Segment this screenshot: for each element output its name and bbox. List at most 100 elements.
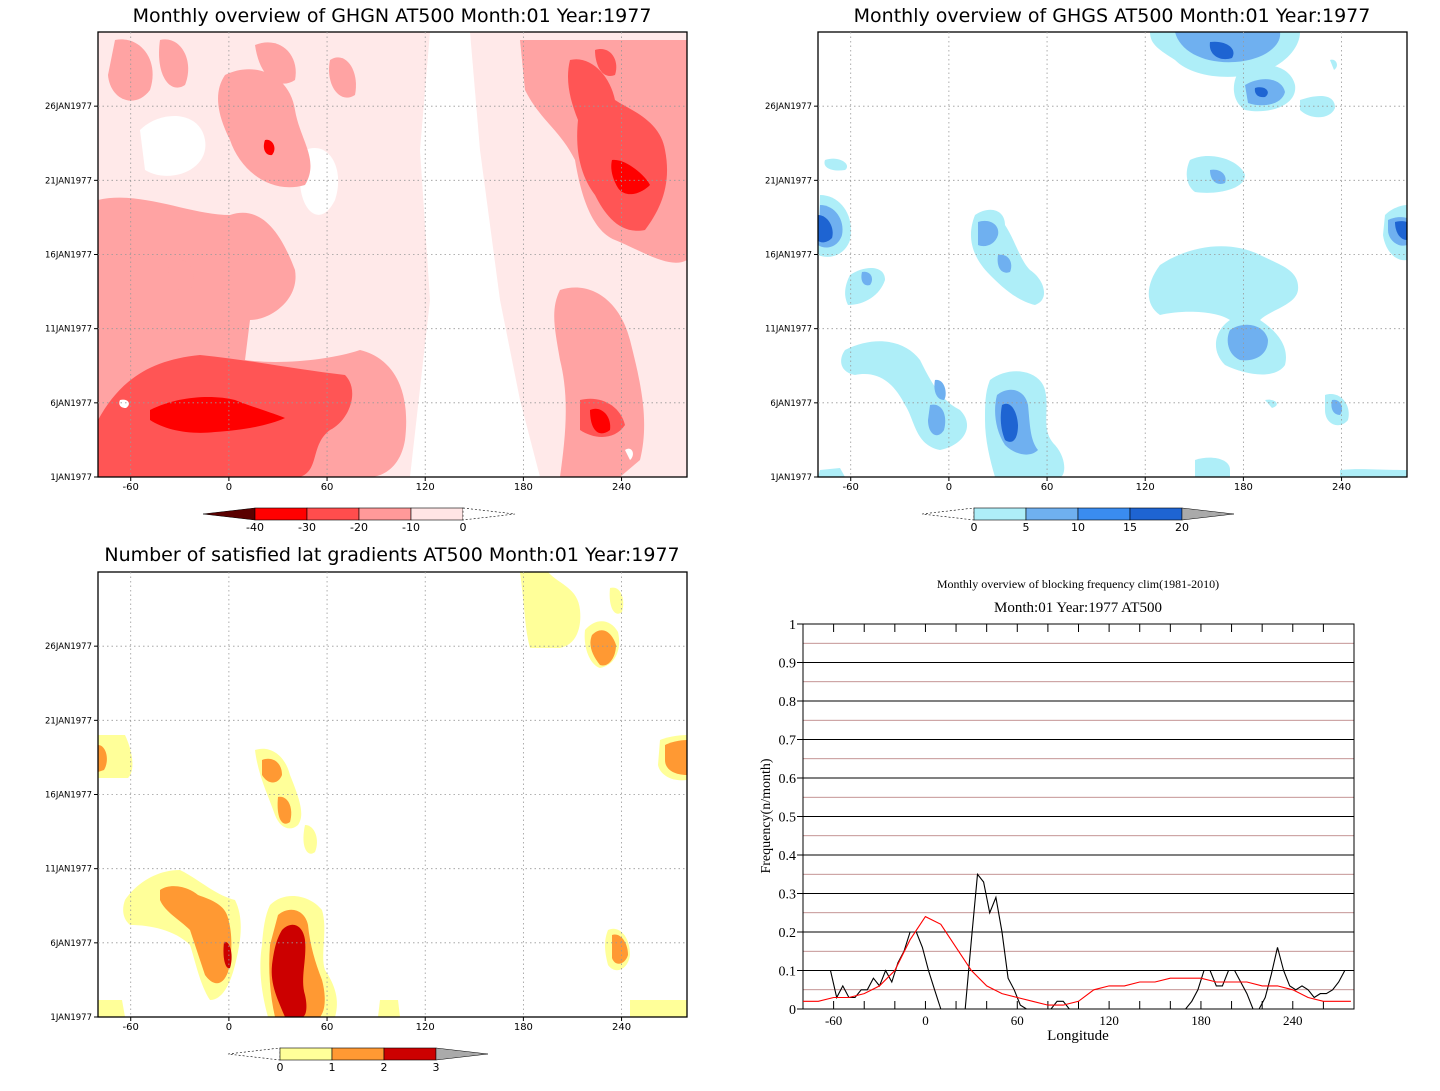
chart-title: Monthly overview of blocking frequency c… [937,577,1219,591]
chart-xlabel: Longitude [1047,1028,1109,1044]
colorbar-swatch [358,507,412,521]
y-tick-label: 16JAN1977 [765,251,812,261]
x-tick-label: 60 [321,1022,334,1033]
colorbar-label: 0 [971,521,978,534]
y-tick-label: 11JAN1977 [765,325,812,335]
y-tick-label: 21JAN1977 [765,176,812,186]
chart-ylabel: Frequency(n/month) [759,758,774,873]
colorbar-label: -20 [350,521,368,534]
y-tick-label: 26JAN1977 [765,102,812,112]
colorbar-swatch [279,1047,333,1061]
y-tick-label: 0.4 [779,849,797,864]
series-line-1 [803,915,1351,1006]
colorbar-triangle [1181,507,1235,521]
y-tick-label: 0.7 [779,734,797,749]
ghgn-title: Monthly overview of GHGN AT500 Month:01 … [133,5,652,27]
y-tick-label: 11JAN1977 [45,325,92,335]
x-tick-label: 180 [1191,1013,1211,1028]
colorbar-label: 5 [1023,521,1030,534]
y-tick-label: 0.2 [779,926,797,941]
y-tick-label: 11JAN1977 [45,865,92,875]
x-tick-label: 240 [1332,482,1351,493]
ghgs-title: Monthly overview of GHGS AT500 Month:01 … [854,5,1371,27]
ghgs-axes: -60 0 60 120 180 240 1JAN1977 6JAN1977 11JAN1977… [765,102,1351,493]
colorbar-triangle [227,1047,281,1061]
y-tick-label: 0.5 [779,811,797,826]
gradients-colorbar: 0 1 2 3 [227,1047,489,1074]
x-tick-label: 60 [321,482,334,493]
x-tick-label: 180 [514,1022,533,1033]
x-tick-label: 240 [612,1022,631,1033]
ghgs-panel: Monthly overview of GHGS AT500 Month:01 … [765,5,1408,534]
y-tick-label: 0 [789,1003,796,1018]
y-tick-label: 0.3 [779,888,797,903]
gradients-axes: -60 0 60 120 180 240 1JAN1977 6JAN1977 11JAN1977… [45,642,631,1033]
colorbar-swatch [254,507,308,521]
y-tick-label: 0.6 [779,772,797,787]
colorbar-label: 0 [277,1061,284,1074]
colorbar-label: 20 [1175,521,1189,534]
x-tick-label: 240 [1283,1013,1303,1028]
x-tick-label: 180 [514,482,533,493]
colorbar-triangle [202,507,256,521]
colorbar-swatch [410,507,464,521]
y-tick-label: 0.9 [779,657,797,672]
colorbar-label: -30 [298,521,316,534]
colorbar-triangle [435,1047,489,1061]
colorbar-swatch [1025,507,1079,521]
x-tick-label: -60 [123,482,139,493]
x-tick-label: 240 [612,482,631,493]
x-tick-label: 180 [1234,482,1253,493]
x-tick-label: 60 [1011,1013,1024,1028]
colorbar-label: 2 [381,1061,388,1074]
colorbar-triangle [462,507,516,521]
ghgn-gap [410,32,540,477]
y-tick-label: 16JAN1977 [45,251,92,261]
y-tick-label: 16JAN1977 [45,791,92,801]
x-tick-label: -60 [825,1013,842,1028]
ghgn-grid [98,32,687,477]
colorbar-swatch [306,507,360,521]
colorbar-swatch [973,507,1027,521]
ghgs-grid [818,32,1407,477]
y-tick-label: 0.1 [779,965,797,980]
gradients-grid [98,572,687,1017]
colorbar-label: 10 [1071,521,1085,534]
y-tick-label: 26JAN1977 [45,102,92,112]
y-tick-label: 6JAN1977 [770,399,812,409]
y-tick-label: 6JAN1977 [50,399,92,409]
x-tick-label: 120 [1136,482,1155,493]
colorbar-swatch [1129,507,1183,521]
colorbar-label: 1 [329,1061,336,1074]
x-tick-label: 0 [226,482,232,493]
x-tick-label: 0 [922,1013,929,1028]
y-tick-label: 1JAN1977 [50,1013,92,1023]
frequency-chart: Monthly overview of blocking frequency c… [759,577,1355,1044]
x-tick-label: -60 [843,482,859,493]
colorbar-swatch [331,1047,385,1061]
colorbar-label: -10 [402,521,420,534]
ghgn-colorbar: -40 -30 -20 -10 0 [202,507,516,534]
gradients-title: Number of satisfied lat gradients AT500 … [104,544,679,566]
colorbar-label: 0 [460,521,467,534]
y-tick-label: 1 [789,618,796,633]
chart-subtitle: Month:01 Year:1977 AT500 [994,600,1162,616]
colorbar-label: -40 [246,521,264,534]
x-tick-label: 0 [946,482,952,493]
colorbar-swatch [383,1047,437,1061]
chart-axes: 0 0.1 0.2 0.3 0.4 0.5 0.6 0.7 0.8 0.9 1 -60 0 60 120 18… [779,618,1324,1028]
x-tick-label: 120 [416,482,435,493]
y-tick-label: 6JAN1977 [50,939,92,949]
x-tick-label: 120 [416,1022,435,1033]
y-tick-label: 1JAN1977 [50,473,92,483]
chart-series [803,872,1351,1010]
y-tick-label: 26JAN1977 [45,642,92,652]
x-tick-label: -60 [123,1022,139,1033]
x-tick-label: 120 [1099,1013,1119,1028]
ghgn-axes: -60 0 60 120 180 240 1JAN1977 6JAN1977 11JAN1977… [45,102,631,493]
series-line-0 [803,872,1351,1010]
y-tick-label: 0.8 [779,695,797,710]
colorbar-label: 3 [433,1061,440,1074]
y-tick-label: 1JAN1977 [770,473,812,483]
y-tick-label: 21JAN1977 [45,176,92,186]
